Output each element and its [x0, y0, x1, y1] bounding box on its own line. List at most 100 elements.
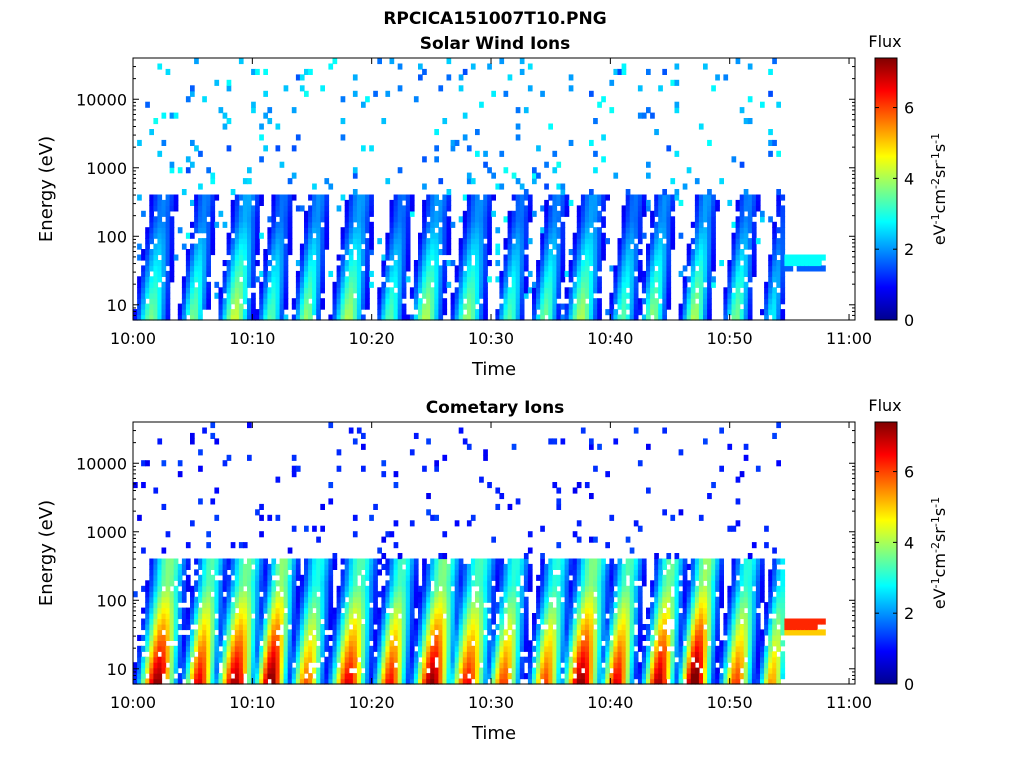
heatmap-cell — [613, 309, 619, 316]
heatmap-cell — [438, 216, 444, 223]
heatmap-cell — [348, 427, 354, 434]
heatmap-cell — [361, 260, 366, 267]
heatmap-cell — [646, 265, 651, 272]
heatmap-cell — [287, 591, 293, 598]
heatmap-cell — [751, 254, 757, 261]
heatmap-cell — [580, 221, 586, 228]
heatmap-cell — [735, 298, 741, 305]
heatmap-cell — [751, 232, 757, 239]
heatmap-cell — [283, 270, 289, 277]
heatmap-cell — [361, 656, 366, 663]
heatmap-cell — [161, 309, 167, 316]
heatmap-cell — [438, 199, 444, 206]
heatmap-cell — [242, 662, 248, 669]
heatmap-cell — [234, 629, 240, 636]
heatmap-cell — [462, 438, 468, 445]
heatmap-cell — [202, 298, 207, 305]
heatmap-cell — [214, 580, 220, 587]
heatmap-cell — [768, 309, 773, 316]
heatmap-cell — [646, 199, 651, 206]
heatmap-cell — [458, 596, 464, 603]
heatmap-cell — [475, 205, 480, 212]
heatmap-cell — [271, 656, 277, 663]
heatmap-cell — [157, 63, 163, 70]
heatmap-cell — [361, 221, 366, 228]
heatmap-cell — [287, 580, 293, 587]
heatmap-cell — [556, 161, 562, 168]
heatmap-cell — [169, 249, 175, 256]
heatmap-cell — [401, 574, 407, 581]
heatmap-cell — [694, 260, 700, 267]
heatmap-cell — [629, 194, 635, 201]
heatmap-cell — [275, 662, 281, 669]
heatmap-cell — [202, 249, 207, 256]
heatmap-cell — [145, 260, 150, 267]
heatmap-cell — [654, 249, 659, 256]
heatmap-cell — [267, 667, 273, 674]
heatmap-cell — [377, 656, 382, 663]
heatmap-cell — [145, 460, 150, 467]
heatmap-cell — [401, 281, 407, 288]
heatmap-cell — [507, 607, 513, 614]
heatmap-cell — [279, 667, 285, 674]
heatmap-cell — [206, 303, 211, 310]
heatmap-cell — [470, 205, 476, 212]
heatmap-cell — [299, 85, 305, 92]
heatmap-cell — [324, 662, 330, 669]
heatmap-cell — [556, 309, 562, 316]
heatmap-cell — [299, 74, 305, 81]
heatmap-cell — [291, 465, 297, 472]
heatmap-cell — [727, 287, 733, 294]
heatmap-cell — [247, 254, 252, 261]
heatmap-cell — [780, 194, 786, 201]
heatmap-cell — [629, 260, 635, 267]
heatmap-cell — [519, 569, 525, 576]
heatmap-cell — [356, 243, 362, 250]
heatmap-cell — [409, 205, 415, 212]
x-tick-label: 10:10 — [229, 329, 275, 348]
colorbar-tick-label: 2 — [904, 240, 914, 259]
heatmap-cell — [621, 298, 627, 305]
heatmap-cell — [238, 602, 244, 609]
heatmap-cell — [190, 303, 195, 310]
heatmap-cell — [259, 651, 264, 658]
heatmap-cell — [470, 199, 476, 206]
heatmap-cell — [283, 656, 289, 663]
heatmap-cell — [426, 254, 431, 261]
heatmap-cell — [238, 216, 244, 223]
heatmap-cell — [450, 662, 456, 669]
heatmap-cell — [251, 629, 256, 636]
heatmap-cell — [234, 265, 240, 272]
heatmap-cell — [393, 596, 399, 603]
heatmap-cell — [190, 90, 195, 97]
heatmap-cell — [157, 194, 163, 201]
heatmap-cell — [251, 232, 256, 239]
heatmap-cell — [324, 574, 330, 581]
heatmap-cell — [405, 210, 411, 217]
heatmap-cell — [589, 199, 594, 206]
heatmap-cell — [344, 673, 350, 680]
heatmap-cell — [308, 238, 313, 245]
heatmap-cell — [544, 183, 549, 190]
heatmap-cell — [442, 602, 448, 609]
heatmap-cell — [385, 667, 391, 674]
heatmap-cell — [747, 227, 753, 234]
heatmap-cell — [507, 574, 513, 581]
heatmap-cell — [483, 634, 488, 641]
heatmap-cell — [703, 227, 708, 234]
heatmap-cell — [275, 243, 281, 250]
heatmap-cell — [234, 281, 240, 288]
heatmap-cell — [556, 314, 562, 321]
heatmap-cell — [617, 249, 623, 256]
heatmap-cell — [491, 563, 496, 570]
heatmap-cell — [324, 618, 330, 625]
heatmap-cell — [344, 580, 350, 587]
heatmap-cell — [426, 265, 431, 272]
heatmap-cell — [430, 265, 435, 272]
heatmap-cell — [393, 645, 399, 652]
heatmap-cell — [185, 662, 191, 669]
heatmap-cell — [735, 287, 741, 294]
heatmap-cell — [340, 585, 346, 592]
heatmap-cell — [430, 243, 435, 250]
heatmap-cell — [251, 634, 256, 641]
